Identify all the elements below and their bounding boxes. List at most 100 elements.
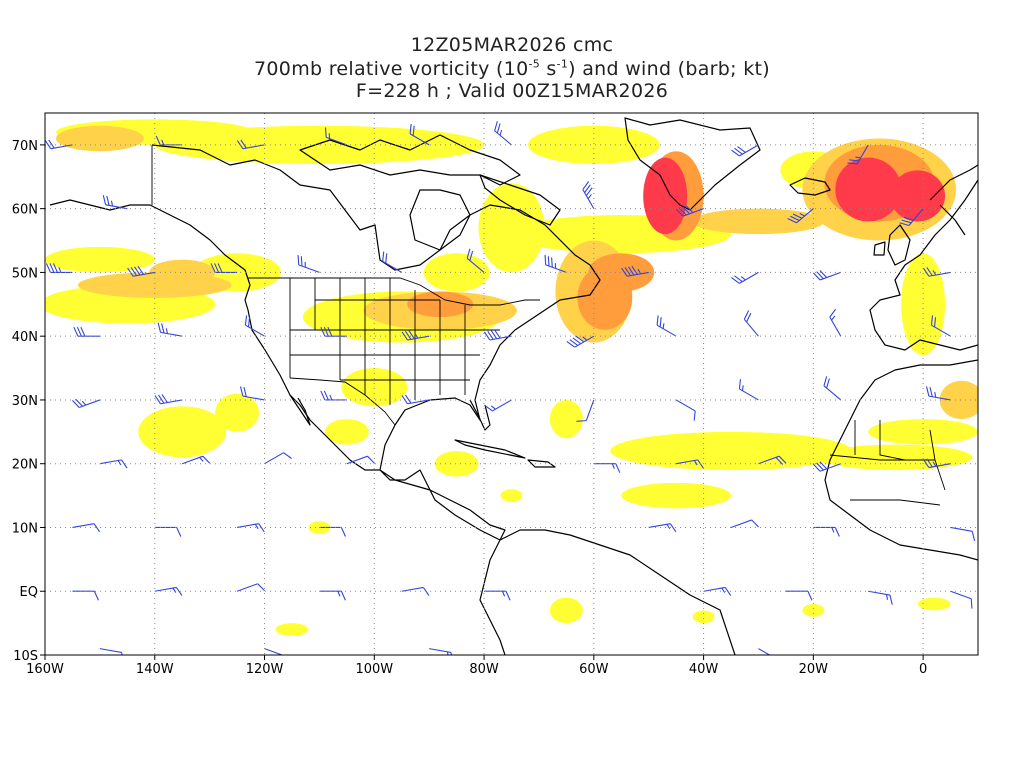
wind-barb-18 [297, 255, 320, 273]
wind-barb-24 [922, 267, 951, 277]
wind-barb-43 [675, 399, 696, 421]
lat-label-30n: 30N [12, 394, 38, 409]
cuba [454, 439, 526, 459]
wind-barb-68 [401, 586, 430, 596]
title-exponent-1: -5 [528, 57, 541, 71]
lon-label-140w: 140W [136, 662, 174, 677]
lat-label-70n: 70N [12, 139, 38, 154]
wind-barb-30 [483, 329, 512, 341]
wind-barb-31 [566, 335, 595, 348]
hispaniola [527, 459, 556, 468]
wind-barb-55 [922, 458, 951, 469]
coastlines [49, 117, 978, 655]
vorticity-shading [45, 119, 978, 636]
vorticity-area-11 [818, 444, 973, 471]
hudson-bay [409, 189, 471, 251]
vorticity-area-45 [890, 170, 946, 222]
lon-label-120w: 120W [246, 662, 284, 677]
wind-barb-41 [484, 399, 512, 412]
vorticity-area-18 [549, 399, 583, 439]
lon-label-80w: 80W [469, 662, 499, 677]
lat-label-10n: 10N [12, 521, 38, 536]
wind-barb-21 [544, 255, 567, 273]
wind-barb-22 [731, 271, 759, 284]
wind-barb-3 [155, 135, 183, 146]
vorticity-area-44 [835, 157, 902, 222]
wind-barbs [45, 121, 976, 655]
wind-barb-27 [244, 315, 265, 337]
title-prefix: 700mb relative vorticity (10 [254, 58, 529, 80]
wind-barb-63 [950, 526, 976, 541]
wind-barb-47 [99, 459, 128, 469]
wind-barb-48 [182, 455, 211, 465]
wind-barb-19 [382, 251, 403, 273]
us-mexico-border [289, 377, 396, 426]
vorticity-area-26 [341, 368, 408, 407]
north-america-coast [49, 144, 601, 541]
vorticity-area-7 [478, 183, 545, 273]
wind-barb-42 [576, 399, 595, 422]
us-canada-border [248, 277, 540, 306]
vorticity-area-30 [55, 125, 144, 152]
wind-barb-32 [656, 315, 677, 337]
africa-borders [829, 420, 946, 506]
lat-label-10s: 10S [13, 649, 38, 664]
wind-barb-74 [99, 648, 125, 655]
wind-barb-53 [758, 455, 787, 465]
vorticity-area-20 [500, 489, 523, 502]
vorticity-area-27 [423, 253, 490, 292]
wind-barb-15 [45, 263, 73, 273]
vorticity-area-40 [588, 253, 655, 292]
lon-label-0: 0 [919, 662, 927, 677]
wind-barb-44 [738, 379, 759, 401]
wind-barb-49 [264, 452, 292, 465]
wind-barb-2 [102, 195, 128, 210]
greenland [624, 117, 761, 211]
wind-barb-62 [813, 526, 840, 537]
baffin-island [479, 174, 561, 226]
vorticity-area-25 [802, 603, 825, 617]
wind-barb-70 [703, 586, 732, 596]
latitude-labels: 70N 60N 50N 40N 30N 20N 10N EQ 10S [12, 139, 38, 664]
lon-label-160w: 160W [26, 662, 64, 677]
wind-barb-33 [743, 310, 759, 337]
wind-barb-8 [582, 181, 595, 209]
vorticity-area-6 [45, 246, 155, 273]
wind-barb-40 [401, 394, 430, 405]
europe-africa-coast [824, 179, 978, 561]
lat-label-20n: 20N [12, 458, 38, 473]
wind-barb-11 [731, 144, 759, 157]
british-isles [873, 224, 911, 266]
wind-barb-76 [429, 648, 454, 655]
wind-barb-56 [72, 523, 101, 533]
wind-barb-20 [466, 248, 485, 273]
wind-barb-9 [621, 265, 649, 277]
wind-barb-77 [758, 648, 778, 655]
lat-label-40n: 40N [12, 330, 38, 345]
wind-barb-35 [930, 315, 951, 337]
wind-barb-61 [730, 519, 759, 528]
wind-barb-73 [950, 590, 973, 609]
wind-barb-25 [73, 326, 100, 337]
vorticity-area-4 [527, 125, 660, 165]
lon-label-40w: 40W [689, 662, 719, 677]
map-title-line1: 12Z05MAR2026 cmc [410, 34, 614, 56]
lon-label-60w: 60W [579, 662, 609, 677]
vorticity-area-16 [324, 419, 369, 445]
wind-barb-6 [409, 124, 430, 146]
wind-barb-29 [401, 330, 430, 341]
wind-barb-26 [157, 322, 183, 337]
wind-barb-58 [236, 523, 265, 533]
wind-barb-46 [925, 386, 951, 401]
wind-barb-37 [154, 394, 183, 405]
title-exponent-2: -1 [556, 57, 569, 71]
vorticity-area-22 [549, 597, 583, 624]
wind-barb-36 [71, 398, 101, 408]
us-state-lines [289, 278, 500, 405]
title-suffix: ) and wind (barb; kt) [568, 58, 770, 80]
lat-label-50n: 50N [12, 266, 38, 281]
political-borders [151, 145, 946, 506]
wind-barb-23 [812, 270, 841, 281]
arctic-islands [299, 134, 521, 186]
lat-label-60n: 60N [12, 203, 38, 218]
